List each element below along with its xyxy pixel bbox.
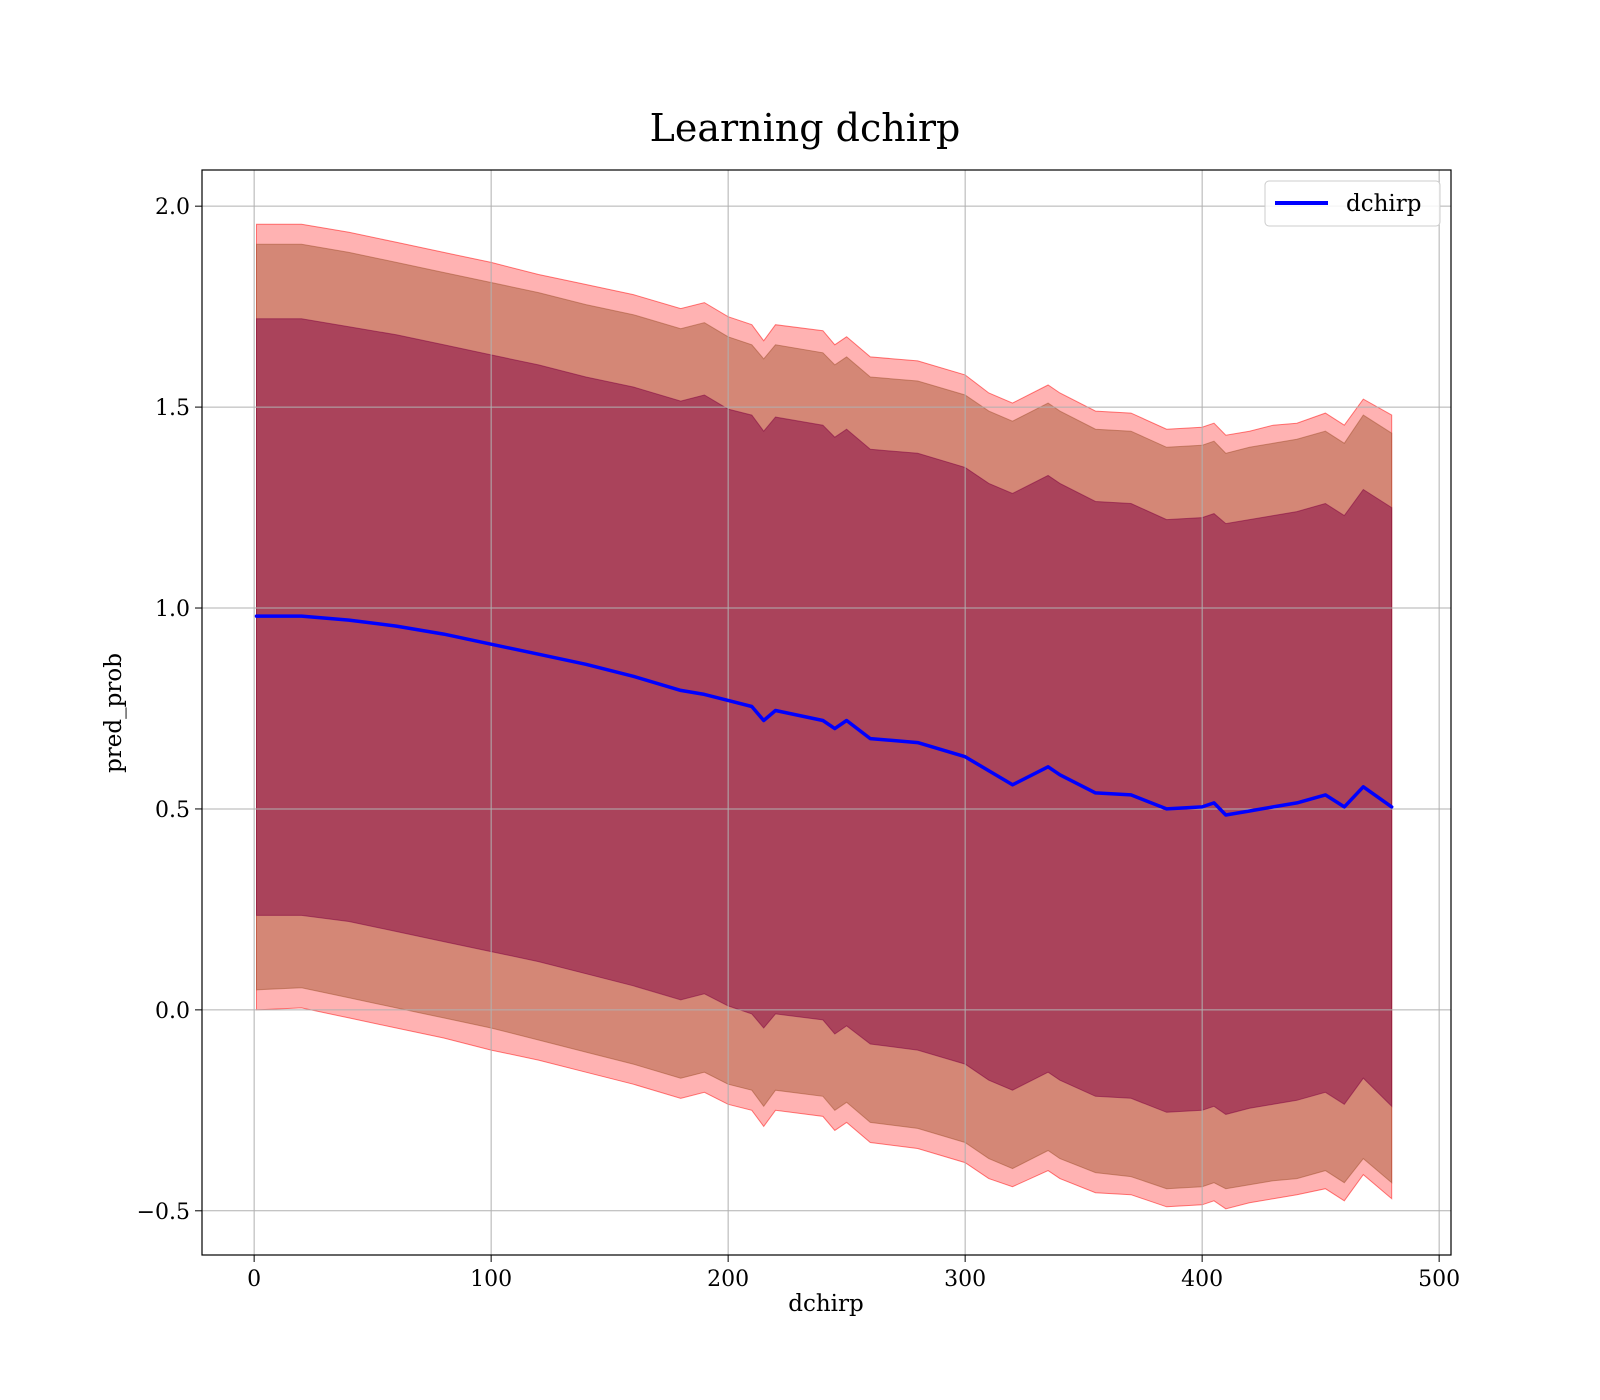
x-tick-label: 500 (1418, 1267, 1460, 1292)
x-tick-label: 200 (707, 1267, 749, 1292)
x-tick-label: 0 (247, 1267, 261, 1292)
legend: dchirp (1264, 180, 1441, 227)
y-tick-label: 2.0 (155, 195, 190, 220)
bands-layer (256, 223, 1393, 1210)
legend-label: dchirp (1346, 191, 1422, 217)
grid-layer (202, 170, 1451, 1255)
y-axis: −0.5 0.0 0.5 1.0 1.5 2.0 (137, 195, 202, 1225)
line-layer (254, 614, 1394, 817)
plot-area (201, 169, 1452, 1256)
y-tick-label: 0.5 (155, 798, 190, 823)
chart-title: Learning dchirp (650, 106, 961, 150)
y-tick-label: 1.0 (155, 597, 190, 622)
x-tick-label: 400 (1181, 1267, 1223, 1292)
y-tick-label: −0.5 (137, 1200, 190, 1225)
y-tick-label: 1.5 (155, 396, 190, 421)
x-axis: 0 100 200 300 400 500 (247, 1255, 1460, 1292)
confidence-band-inner (256, 318, 1393, 1115)
plot-frame (201, 169, 1452, 1256)
legend-frame (1264, 180, 1441, 227)
y-tick-label: 0.0 (155, 999, 190, 1024)
series-line-dchirp (254, 614, 1394, 817)
x-tick-label: 300 (944, 1267, 986, 1292)
x-axis-title: dchirp (788, 1291, 864, 1317)
x-tick-label: 100 (470, 1267, 512, 1292)
y-axis-title: pred_prob (101, 653, 127, 773)
